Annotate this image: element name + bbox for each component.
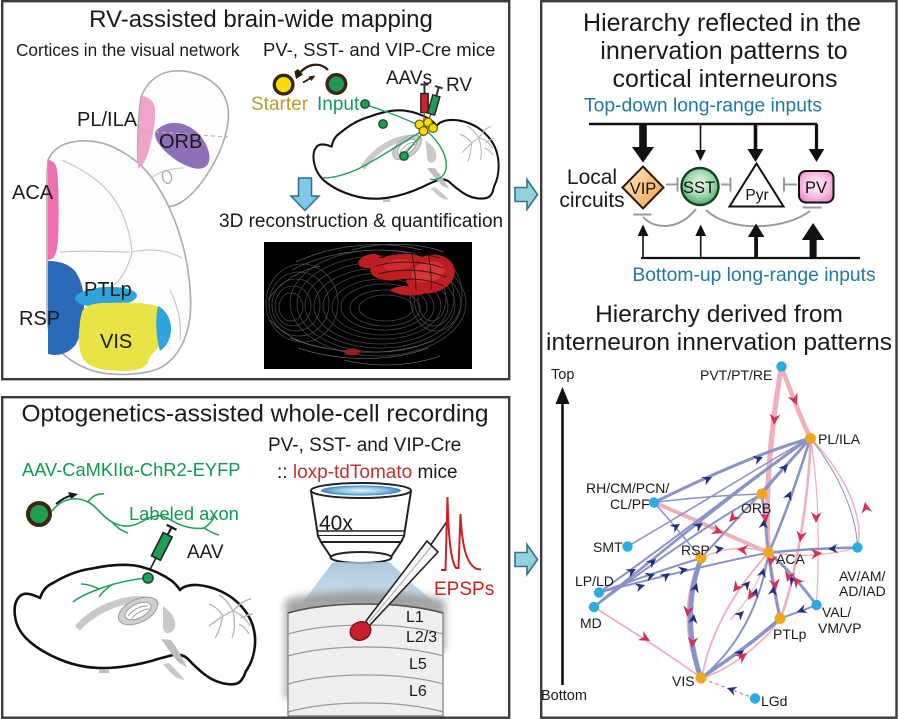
svg-text:Top-down long-range inputs: Top-down long-range inputs bbox=[584, 96, 822, 117]
svg-text:ORB: ORB bbox=[159, 131, 202, 153]
svg-text:Bottom-up long-range inputs: Bottom-up long-range inputs bbox=[632, 265, 875, 286]
svg-text:Labeled axon: Labeled axon bbox=[129, 503, 239, 524]
svg-text:AD/IAD: AD/IAD bbox=[839, 583, 886, 599]
svg-text:PTLp: PTLp bbox=[84, 279, 132, 301]
svg-text:AAVs: AAVs bbox=[386, 68, 432, 89]
svg-text:AV/AM/: AV/AM/ bbox=[839, 568, 886, 584]
svg-text:LP/LD: LP/LD bbox=[575, 573, 614, 589]
svg-text:L5: L5 bbox=[409, 656, 427, 673]
svg-text:Starter: Starter bbox=[251, 94, 309, 115]
svg-text:Input: Input bbox=[317, 94, 360, 115]
svg-text:VM/VP: VM/VP bbox=[818, 620, 862, 636]
svg-text:PL/ILA: PL/ILA bbox=[77, 109, 138, 131]
svg-text:Local: Local bbox=[567, 166, 617, 189]
svg-text:Hierarchy derived from: Hierarchy derived from bbox=[595, 301, 843, 328]
svg-text:MD: MD bbox=[580, 615, 602, 631]
svg-text:SMT: SMT bbox=[593, 539, 623, 555]
svg-text:AAV-CaMKIIα-ChR2-EYFP: AAV-CaMKIIα-ChR2-EYFP bbox=[22, 459, 240, 480]
svg-text:Top: Top bbox=[551, 367, 574, 383]
svg-text:Optogenetics-assisted whole-ce: Optogenetics-assisted whole-cell recordi… bbox=[21, 401, 488, 428]
svg-text:LGd: LGd bbox=[761, 693, 787, 709]
svg-text:VIS: VIS bbox=[672, 673, 695, 689]
svg-text:ACA: ACA bbox=[776, 551, 805, 567]
svg-text:PV-, SST- and VIP-Cre: PV-, SST- and VIP-Cre bbox=[268, 435, 461, 456]
svg-text:RSP: RSP bbox=[681, 542, 710, 558]
svg-text:Pyr: Pyr bbox=[745, 187, 768, 204]
svg-text:RV: RV bbox=[446, 75, 472, 96]
svg-text:RV-assisted brain-wide mapping: RV-assisted brain-wide mapping bbox=[89, 6, 433, 33]
svg-text:interneuron innervation patter: interneuron innervation patterns bbox=[546, 329, 892, 356]
svg-text:RSP: RSP bbox=[19, 308, 60, 330]
svg-text:PTLp: PTLp bbox=[773, 626, 807, 642]
svg-text:SST: SST bbox=[683, 179, 715, 197]
svg-text:RH/CM/PCN/: RH/CM/PCN/ bbox=[586, 480, 669, 496]
svg-text:ORB: ORB bbox=[741, 500, 771, 516]
svg-text:cortical interneurons: cortical interneurons bbox=[612, 65, 837, 93]
svg-text:EPSPs: EPSPs bbox=[434, 579, 494, 600]
svg-text:40x: 40x bbox=[319, 512, 353, 535]
svg-text:PL/ILA: PL/ILA bbox=[818, 431, 861, 447]
svg-text:Bottom: Bottom bbox=[541, 688, 587, 704]
svg-text::: loxp-tdTomato mice: :: loxp-tdTomato mice bbox=[277, 462, 458, 483]
svg-text:L6: L6 bbox=[409, 683, 427, 700]
svg-text:PV-, SST- and VIP-Cre mice: PV-, SST- and VIP-Cre mice bbox=[263, 39, 495, 60]
svg-text:AAV: AAV bbox=[187, 542, 224, 563]
svg-text:Cortices in the visual network: Cortices in the visual network bbox=[16, 40, 240, 60]
svg-text:CL/PF: CL/PF bbox=[610, 496, 650, 512]
svg-text:circuits: circuits bbox=[559, 189, 624, 212]
svg-text:ACA: ACA bbox=[12, 182, 54, 204]
svg-text:PV: PV bbox=[805, 179, 827, 197]
svg-text:3D reconstruction & quantifica: 3D reconstruction & quantification bbox=[219, 211, 503, 232]
svg-text:PVT/PT/RE: PVT/PT/RE bbox=[700, 367, 772, 383]
svg-text:L1: L1 bbox=[406, 609, 424, 626]
svg-text:VIS: VIS bbox=[100, 331, 132, 353]
svg-text:L2/3: L2/3 bbox=[406, 629, 437, 646]
svg-text:VIP: VIP bbox=[630, 180, 657, 198]
svg-text:VAL/: VAL/ bbox=[822, 604, 851, 620]
svg-text:Hierarchy reflected in the: Hierarchy reflected in the bbox=[583, 9, 861, 37]
svg-text:innervation patterns to: innervation patterns to bbox=[600, 37, 847, 65]
